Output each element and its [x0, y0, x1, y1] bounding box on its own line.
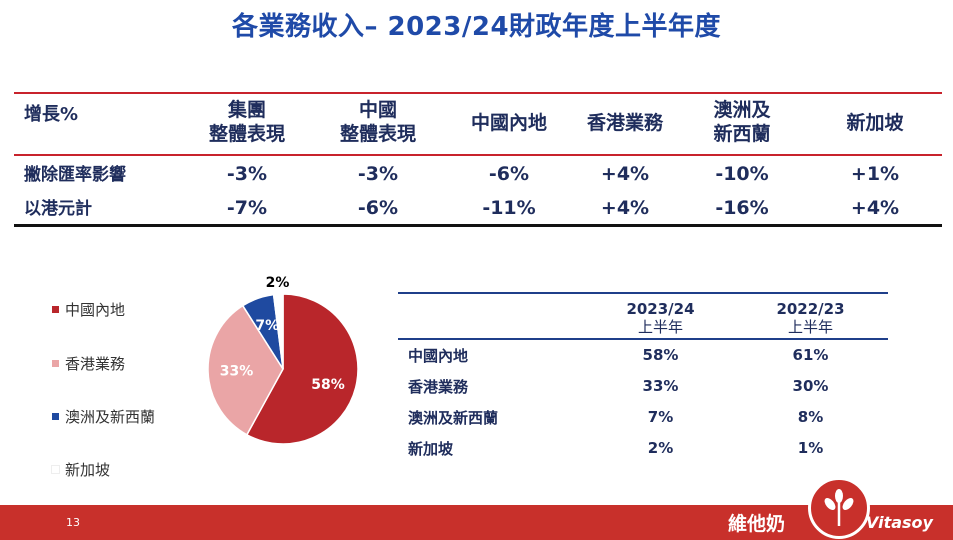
pie-data-label: 7%: [255, 318, 279, 334]
col-header-mainland: 中國內地: [454, 111, 564, 135]
table-row: 香港業務 33% 30%: [398, 371, 888, 402]
table-row: 以港元計 -7% -6% -11% +4% -16% +4%: [14, 190, 942, 224]
row-label: 撇除匯率影響: [24, 165, 126, 185]
pie-slice-australia-nz: [241, 293, 284, 370]
legend-swatch: [52, 306, 59, 313]
table-cell: -7%: [226, 197, 268, 219]
col-header-line1: 中國: [358, 99, 397, 121]
table-cell: +4%: [850, 197, 900, 219]
legend-item: 新加坡: [51, 459, 111, 480]
growth-table: 增長% 集團 整體表現 中國 整體表現 中國內地 香港業務 澳洲及 新西蘭 新加…: [14, 92, 942, 227]
legend-label: 新加坡: [65, 461, 111, 479]
legend-label: 中國內地: [65, 301, 126, 319]
table-cell: -11%: [482, 197, 536, 219]
vitasoy-logo: [808, 477, 870, 539]
table-cell: 61%: [792, 345, 829, 364]
table-row: 撇除匯率影響 -3% -3% -6% +4% -10% +1%: [14, 156, 942, 190]
legend-swatch: [51, 465, 60, 474]
share-header-rule: [398, 338, 888, 340]
table-row: 中國內地 58% 61%: [398, 340, 888, 371]
growth-header-label: 增長%: [24, 104, 79, 125]
table-cell: -6%: [488, 163, 530, 185]
growth-header-row: 增長% 集團 整體表現 中國 整體表現 中國內地 香港業務 澳洲及 新西蘭 新加…: [14, 94, 942, 154]
table-cell: +4%: [600, 163, 650, 185]
col-header-hongkong: 香港業務: [570, 111, 680, 135]
table-cell: 1%: [797, 438, 824, 457]
row-label: 新加坡: [408, 439, 454, 458]
table-cell: 8%: [797, 407, 824, 426]
table-cell: -6%: [357, 197, 399, 219]
table-cell: 2%: [647, 438, 674, 457]
col-header-line1: 澳洲及: [713, 99, 771, 121]
table-cell: -3%: [226, 163, 268, 185]
col-header-line1: 集團: [227, 99, 266, 121]
col-header-line1: 香港業務: [586, 112, 663, 134]
brand-name: 維他奶: [728, 513, 786, 535]
table-cell: -16%: [715, 197, 769, 219]
page-number: 13: [66, 516, 80, 529]
table-row: 澳洲及新西蘭 7% 8%: [398, 402, 888, 433]
row-label: 中國內地: [408, 346, 469, 365]
table-cell: +1%: [850, 163, 900, 185]
share-table: 2023/24 上半年 2022/23 上半年 中國內地 58% 61% 香港業…: [398, 292, 888, 464]
col-header-line2: 上半年: [637, 318, 683, 336]
col-header-china: 中國 整體表現: [323, 98, 433, 146]
pie-slice-hongkong: [207, 304, 284, 436]
row-label: 澳洲及新西蘭: [408, 408, 499, 427]
page-title: 各業務收入– 2023/24財政年度上半年度: [231, 12, 722, 42]
col-header-australia-nz: 澳洲及 新西蘭: [687, 98, 797, 146]
col-header-line2: 整體表現: [339, 123, 416, 145]
col-header-line1: 中國內地: [470, 112, 547, 134]
table-header-rule: [14, 154, 942, 156]
pie-data-label: 2%: [266, 275, 290, 291]
col-header-singapore: 新加坡: [820, 111, 930, 135]
share-top-rule: [398, 292, 888, 294]
pie-data-label: 33%: [220, 363, 254, 379]
table-bottom-rule: [14, 224, 942, 227]
row-label: 香港業務: [408, 377, 469, 396]
legend-item: 香港業務: [52, 353, 125, 374]
pie-slice-singapore: [272, 293, 284, 370]
col-header-group: 集團 整體表現: [192, 98, 302, 146]
legend-swatch: [52, 360, 59, 367]
col-header-line1: 2023/24: [626, 300, 695, 318]
pie-slice-mainland: [245, 293, 359, 445]
share-col-header: 2022/23 上半年: [748, 300, 873, 336]
row-label: 以港元計: [24, 199, 92, 219]
share-header-row: 2023/24 上半年 2022/23 上半年: [398, 294, 888, 338]
table-cell: 58%: [642, 345, 679, 364]
table-cell: -3%: [357, 163, 399, 185]
pie-data-label: 58%: [311, 377, 345, 393]
footer-bar: 13 維他奶 Vitasoy: [0, 505, 953, 540]
brand-name-english: Vitasoy: [866, 513, 933, 532]
table-cell: 7%: [647, 407, 674, 426]
legend-label: 香港業務: [65, 355, 126, 373]
legend-item: 中國內地: [52, 299, 125, 320]
leaf-icon: [824, 489, 854, 526]
legend-swatch: [52, 413, 59, 420]
legend-label: 澳洲及新西蘭: [65, 408, 156, 426]
col-header-line1: 2022/23: [776, 300, 845, 318]
table-cell: +4%: [600, 197, 650, 219]
share-col-header: 2023/24 上半年: [598, 300, 723, 336]
col-header-line2: 新西蘭: [713, 123, 771, 145]
col-header-line1: 新加坡: [846, 112, 904, 134]
legend-item: 澳洲及新西蘭: [52, 406, 155, 427]
table-top-rule: [14, 92, 942, 94]
table-cell: -10%: [715, 163, 769, 185]
table-cell: 30%: [792, 376, 829, 395]
table-row: 新加坡 2% 1%: [398, 433, 888, 464]
col-header-line2: 上半年: [787, 318, 833, 336]
col-header-line2: 整體表現: [208, 123, 285, 145]
table-cell: 33%: [642, 376, 679, 395]
